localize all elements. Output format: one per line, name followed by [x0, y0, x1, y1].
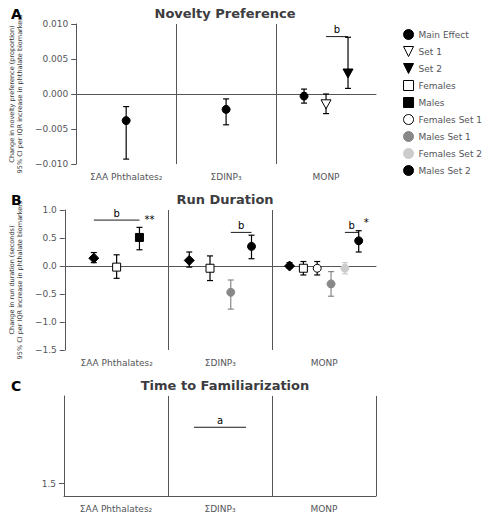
svg-text:0.000: 0.000 [42, 89, 68, 99]
svg-text:b: b [334, 24, 340, 35]
svg-text:1.0: 1.0 [42, 205, 57, 215]
svg-text:Time to Familiarization: Time to Familiarization [141, 378, 310, 393]
svg-text:95% CI per IQR increase in pht: 95% CI per IQR increase in phthalate bio… [16, 200, 24, 359]
svg-text:b: b [349, 220, 355, 231]
svg-text:Males: Males [419, 98, 445, 108]
svg-text:*: * [364, 217, 369, 228]
svg-text:B: B [11, 192, 22, 208]
svg-text:ΣDINP₃: ΣDINP₃ [204, 504, 235, 514]
svg-text:b: b [113, 208, 119, 219]
svg-text:C: C [11, 378, 21, 394]
svg-text:Females: Females [419, 81, 457, 91]
svg-text:−0.005: −0.005 [35, 124, 68, 134]
svg-text:Main Effect: Main Effect [419, 30, 470, 40]
svg-text:ΣAA Phthalates₂: ΣAA Phthalates₂ [80, 504, 153, 514]
svg-text:MONP: MONP [310, 504, 338, 514]
svg-text:Set 1: Set 1 [419, 47, 442, 57]
svg-text:Females Set 1: Females Set 1 [419, 115, 482, 125]
svg-text:−0.010: −0.010 [35, 159, 69, 169]
svg-text:**: ** [144, 214, 154, 225]
svg-text:0.5: 0.5 [42, 233, 56, 243]
svg-text:Males Set 2: Males Set 2 [419, 166, 471, 176]
svg-text:ΣAA Phthalates₂: ΣAA Phthalates₂ [90, 172, 163, 182]
svg-text:Novelty Preference: Novelty Preference [154, 6, 295, 21]
svg-text:b: b [238, 220, 244, 231]
svg-text:Change in novelty preference (: Change in novelty preference (proportion… [8, 25, 16, 162]
svg-text:A: A [11, 6, 22, 22]
svg-text:−1.5: −1.5 [35, 345, 57, 355]
svg-text:ΣAA Phthalates₂: ΣAA Phthalates₂ [80, 358, 153, 368]
svg-text:0.005: 0.005 [42, 54, 68, 64]
svg-text:Males Set 1: Males Set 1 [419, 132, 471, 142]
svg-text:0.010: 0.010 [42, 19, 68, 29]
svg-text:−1.0: −1.0 [35, 317, 57, 327]
svg-text:MONP: MONP [313, 172, 341, 182]
svg-text:−0.5: −0.5 [35, 289, 57, 299]
svg-text:Set 2: Set 2 [419, 64, 442, 74]
svg-text:Females Set 2: Females Set 2 [419, 149, 482, 159]
svg-text:Change in run duration (second: Change in run duration (seconds) [8, 226, 16, 335]
svg-text:Run Duration: Run Duration [176, 192, 273, 207]
svg-text:a: a [217, 415, 223, 426]
svg-text:ΣDINP₃: ΣDINP₃ [211, 172, 242, 182]
svg-text:95% CI per IQR increase in pht: 95% CI per IQR increase in phthalate bio… [16, 14, 24, 173]
svg-text:0.0: 0.0 [42, 261, 57, 271]
svg-text:1.5: 1.5 [42, 479, 56, 489]
svg-text:ΣDINP₃: ΣDINP₃ [205, 358, 236, 368]
svg-text:MONP: MONP [311, 358, 339, 368]
